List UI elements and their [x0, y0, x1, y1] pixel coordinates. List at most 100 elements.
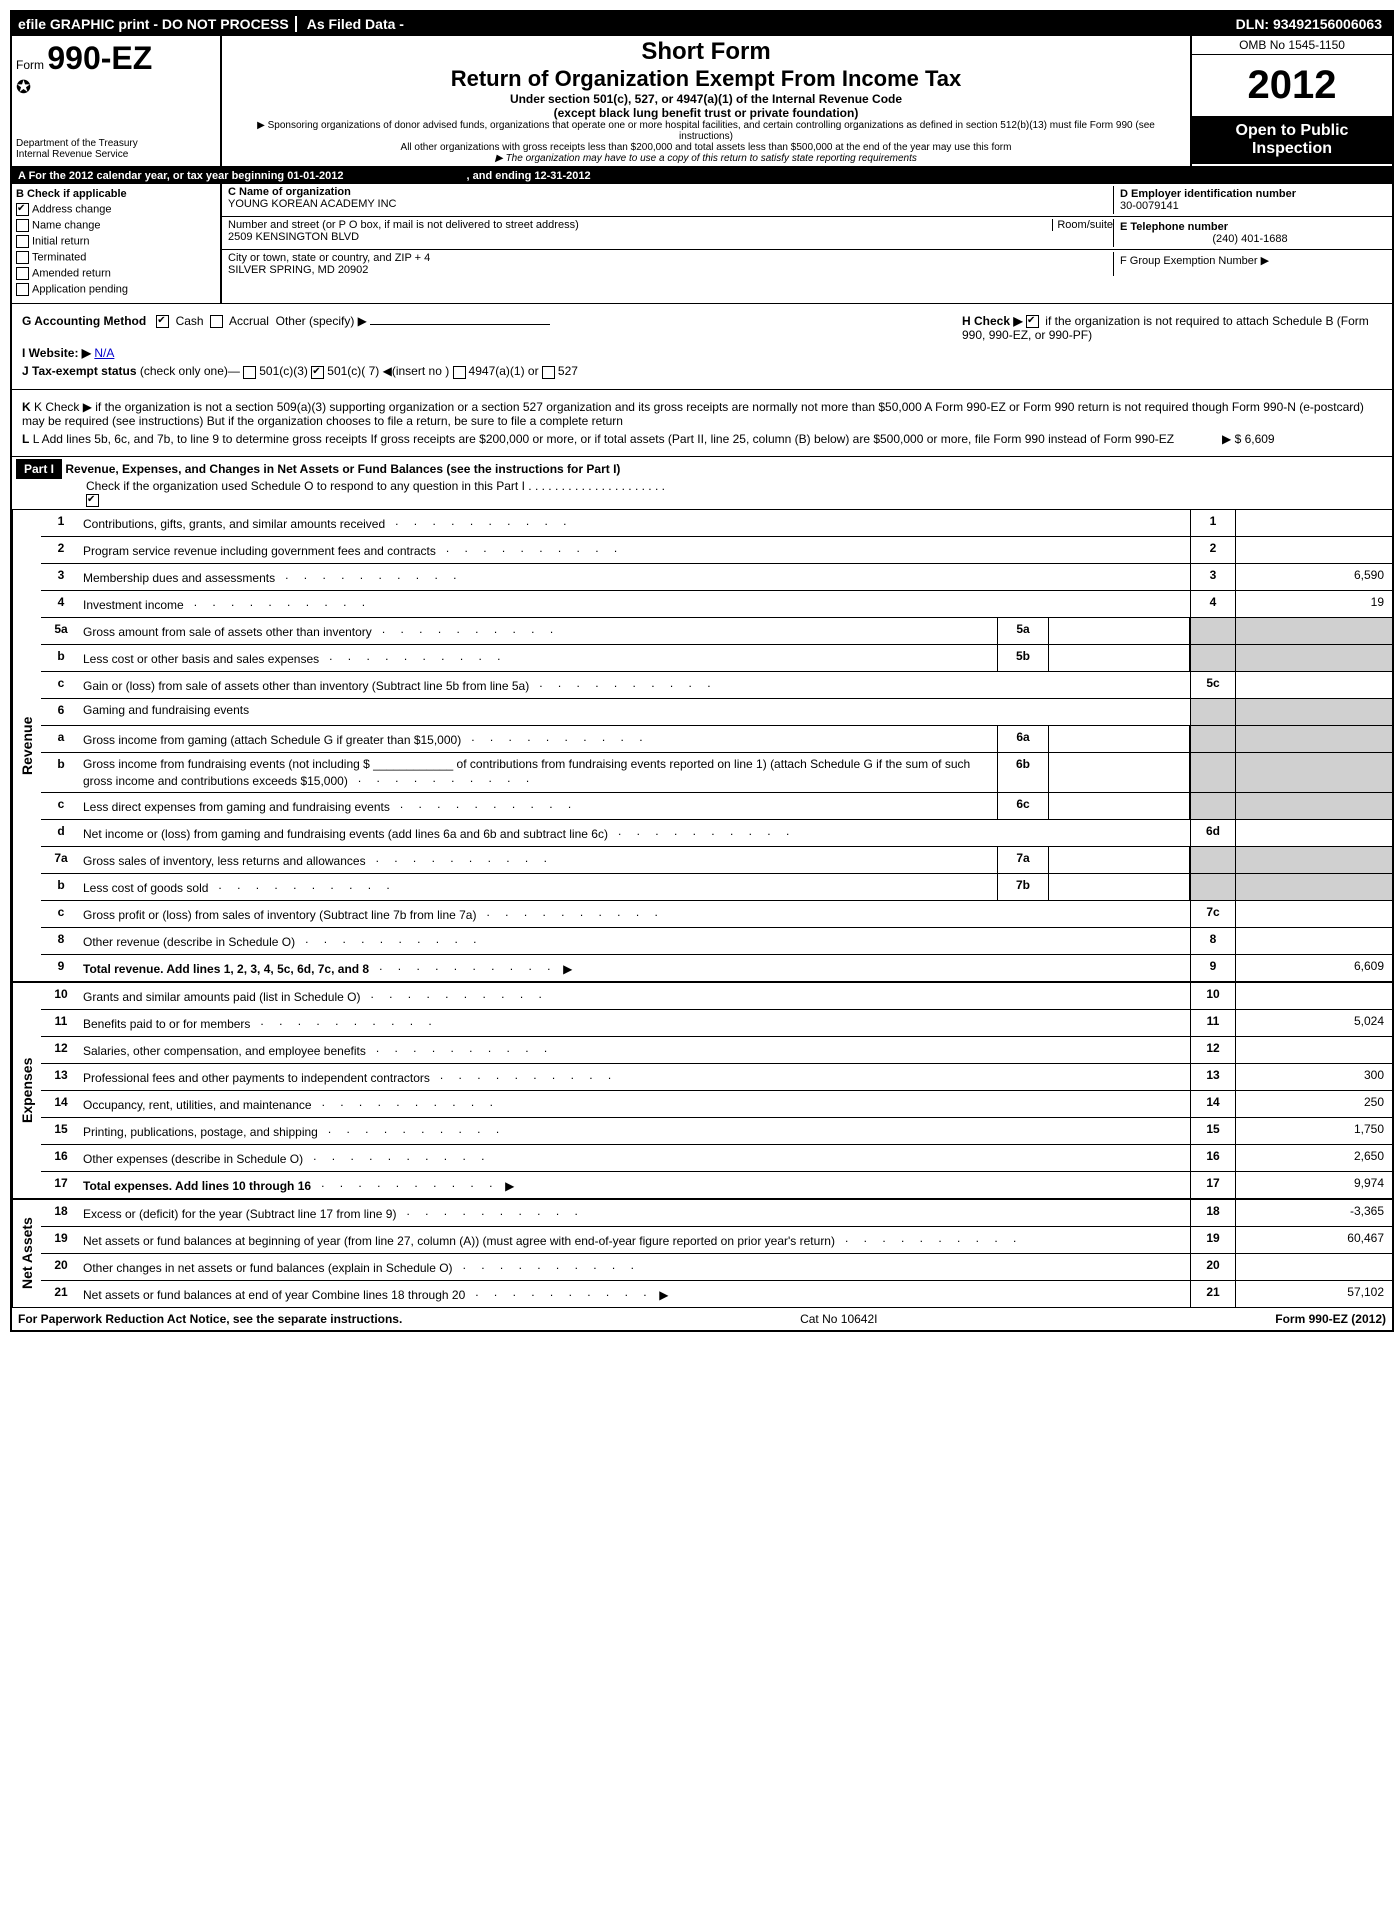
line-number: 3 [41, 564, 81, 590]
line-number: 5a [41, 618, 81, 644]
line-value [1235, 983, 1392, 1009]
j-opt0-checkbox[interactable] [243, 366, 256, 379]
line-row: 4Investment income . . . . . . . . . .41… [41, 590, 1392, 617]
year-box: OMB No 1545-1150 2012 Open to Public Ins… [1190, 36, 1392, 166]
line-number: 13 [41, 1064, 81, 1090]
line-number: c [41, 901, 81, 927]
line-text: Other changes in net assets or fund bala… [81, 1254, 1190, 1280]
line-text: Gross profit or (loss) from sales of inv… [81, 901, 1190, 927]
line-val-shaded [1235, 726, 1392, 752]
form-label: Form [16, 58, 44, 72]
g-other: Other (specify) ▶ [276, 314, 367, 328]
line-row: 9Total revenue. Add lines 1, 2, 3, 4, 5c… [41, 954, 1392, 981]
line-text: Occupancy, rent, utilities, and maintena… [81, 1091, 1190, 1117]
col-b-checkbox[interactable] [16, 267, 29, 280]
col-b-item-label: Terminated [32, 251, 86, 263]
line-value: 2,650 [1235, 1145, 1392, 1171]
line-box: 17 [1190, 1172, 1235, 1198]
j-opt3-checkbox[interactable] [542, 366, 555, 379]
footer-row: For Paperwork Reduction Act Notice, see … [12, 1307, 1392, 1330]
line-box-shaded [1190, 726, 1235, 752]
open-public-1: Open to Public [1192, 122, 1392, 140]
form-box: Form 990-EZ ✪ Department of the Treasury… [12, 36, 222, 166]
website-link[interactable]: N/A [94, 346, 114, 360]
line-val-shaded [1235, 874, 1392, 900]
line-box: 3 [1190, 564, 1235, 590]
j-opt1-checkbox[interactable] [311, 366, 324, 379]
line-box-shaded [1190, 874, 1235, 900]
subtitle1: Under section 501(c), 527, or 4947(a)(1)… [230, 92, 1182, 106]
short-form-title: Short Form [230, 38, 1182, 66]
line-box: 4 [1190, 591, 1235, 617]
line-box: 21 [1190, 1281, 1235, 1307]
j-label: J Tax-exempt status [22, 364, 137, 378]
line-value: 57,102 [1235, 1281, 1392, 1307]
sub-line-val [1049, 645, 1190, 671]
col-b-checkbox[interactable] [16, 235, 29, 248]
col-b-checkbox[interactable] [16, 251, 29, 264]
j-text: (check only one)— [140, 364, 240, 378]
line-row: 1Contributions, gifts, grants, and simil… [41, 510, 1392, 536]
line-text: Membership dues and assessments . . . . … [81, 564, 1190, 590]
netassets-section: Net Assets 18Excess or (deficit) for the… [12, 1198, 1392, 1307]
line-row: bLess cost of goods sold . . . . . . . .… [41, 873, 1392, 900]
line-row: 17Total expenses. Add lines 10 through 1… [41, 1171, 1392, 1198]
g-label: G Accounting Method [22, 314, 146, 328]
e-phone-label: E Telephone number [1120, 221, 1380, 233]
sub-line-box: 6c [997, 793, 1049, 819]
line-row: 2Program service revenue including gover… [41, 536, 1392, 563]
part1-label: Part I [16, 459, 62, 479]
line-row: cLess direct expenses from gaming and fu… [41, 792, 1392, 819]
note2: All other organizations with gross recei… [230, 142, 1182, 153]
sub-line-box: 5b [997, 645, 1049, 671]
line-row: 15Printing, publications, postage, and s… [41, 1117, 1392, 1144]
h-checkbox[interactable] [1026, 315, 1039, 328]
col-b-checkbox[interactable] [16, 219, 29, 232]
line-number: 11 [41, 1010, 81, 1036]
line-text: Gross income from gaming (attach Schedul… [81, 726, 997, 752]
line-number: 4 [41, 591, 81, 617]
g-accrual-checkbox[interactable] [210, 315, 223, 328]
col-b-item: Name change [16, 219, 216, 232]
dept-treasury: Department of the Treasury [16, 138, 216, 149]
line-number: 2 [41, 537, 81, 563]
col-b-checkbox[interactable] [16, 283, 29, 296]
line-box: 11 [1190, 1010, 1235, 1036]
part1-schedule-o-checkbox[interactable] [86, 494, 99, 507]
header-row: Form 990-EZ ✪ Department of the Treasury… [12, 36, 1392, 168]
line-row: bGross income from fundraising events (n… [41, 752, 1392, 792]
line-number: 20 [41, 1254, 81, 1280]
line-text: Investment income . . . . . . . . . . [81, 591, 1190, 617]
line-text: Salaries, other compensation, and employ… [81, 1037, 1190, 1063]
line-value [1235, 537, 1392, 563]
line-row: aGross income from gaming (attach Schedu… [41, 725, 1392, 752]
line-box: 13 [1190, 1064, 1235, 1090]
line-row: 16Other expenses (describe in Schedule O… [41, 1144, 1392, 1171]
line-box-shaded [1190, 847, 1235, 873]
line-box: 19 [1190, 1227, 1235, 1253]
line-value: 6,609 [1235, 955, 1392, 981]
part1-header-row: Part I Revenue, Expenses, and Changes in… [12, 457, 1392, 510]
col-b-item-label: Application pending [32, 283, 128, 295]
h-label: H Check ▶ [962, 314, 1023, 328]
line-number: c [41, 793, 81, 819]
ein-value: 30-0079141 [1120, 200, 1380, 212]
line-row: 18Excess or (deficit) for the year (Subt… [41, 1200, 1392, 1226]
line-number: 6 [41, 699, 81, 725]
line-text: Gain or (loss) from sale of assets other… [81, 672, 1190, 698]
sub-line-val [1049, 726, 1190, 752]
sub-line-box: 6b [997, 753, 1049, 792]
g-cash-checkbox[interactable] [156, 315, 169, 328]
line-row: cGross profit or (loss) from sales of in… [41, 900, 1392, 927]
line-value [1235, 510, 1392, 536]
j-opt2-checkbox[interactable] [453, 366, 466, 379]
line-number: b [41, 645, 81, 671]
col-b-item: Initial return [16, 235, 216, 248]
k-text: K Check ▶ if the organization is not a s… [22, 400, 1364, 428]
col-b-checkbox[interactable] [16, 203, 29, 216]
row-a: A For the 2012 calendar year, or tax yea… [12, 168, 1392, 184]
line-value: 300 [1235, 1064, 1392, 1090]
line-text: Excess or (deficit) for the year (Subtra… [81, 1200, 1190, 1226]
line-box-shaded [1190, 645, 1235, 671]
line-text: Gross sales of inventory, less returns a… [81, 847, 997, 873]
